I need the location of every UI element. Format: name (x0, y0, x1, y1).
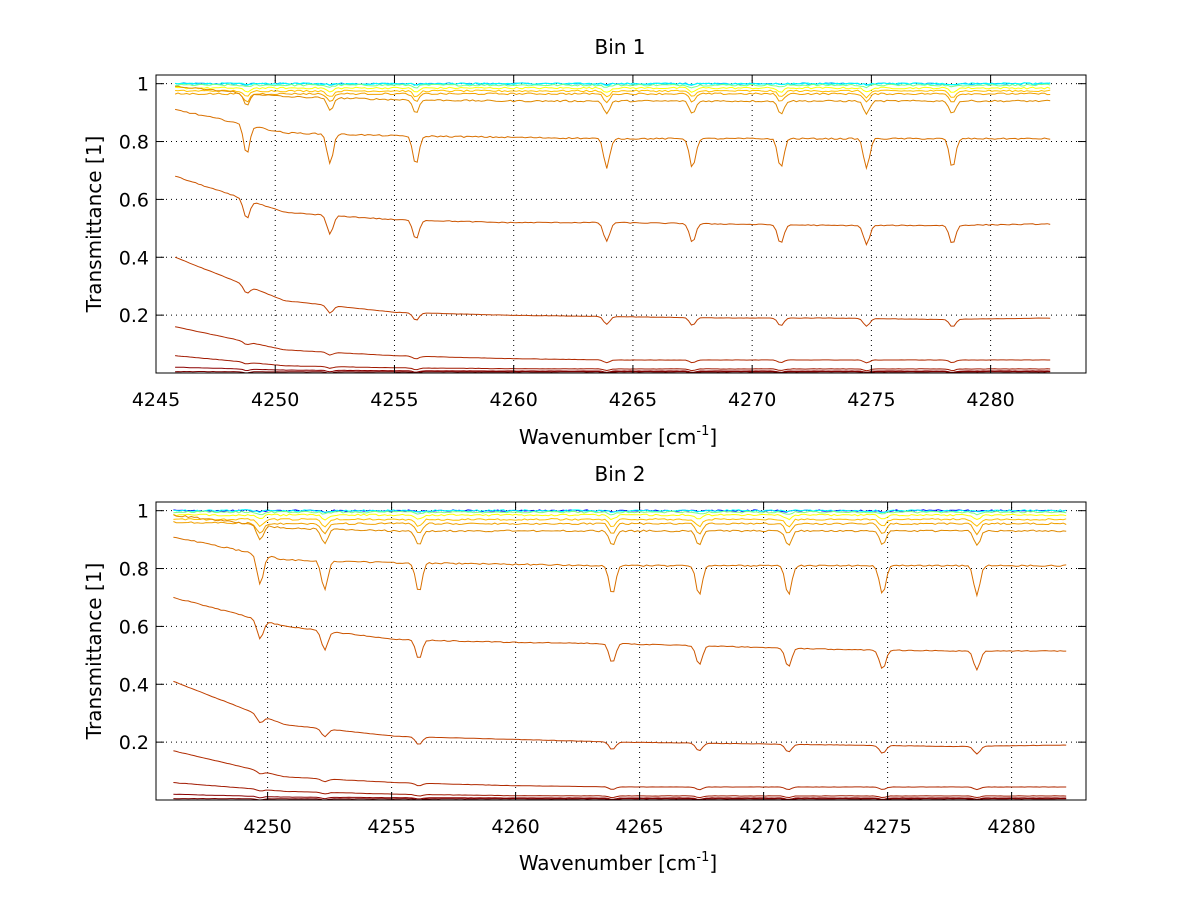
subplot-bin-1: Bin 1 4245 4250 4255 4260 4265 4270 4275 4280 0… (82, 35, 1087, 449)
x-tick-label: 4255 (367, 816, 415, 838)
y-tick-label: 0.2 (119, 732, 149, 754)
series-line (174, 92, 1051, 104)
series-line (173, 596, 1067, 672)
x-axis-label-close: ] (709, 425, 717, 449)
series-line (173, 680, 1067, 755)
x-axis-ticks: 4245 4250 4255 4260 4265 4270 4275 4280 (132, 75, 1015, 411)
x-tick-label: 4250 (251, 389, 299, 411)
x-tick-label: 4270 (728, 389, 776, 411)
x-axis-label-close: ] (709, 851, 717, 875)
x-axis-label-sup: -1 (696, 424, 709, 439)
series-line (173, 517, 1067, 528)
y-tick-label: 0.8 (119, 132, 149, 154)
y-tick-label: 0.4 (119, 674, 149, 696)
series-line (173, 509, 1067, 514)
series-line (173, 514, 1067, 547)
chart-title: Bin 2 (594, 462, 645, 486)
x-axis-ticks: 4250 4255 4260 4265 4270 4275 4280 (243, 502, 1036, 838)
y-axis-label: Transmittance [1] (82, 563, 106, 741)
series-line (175, 85, 1051, 116)
x-tick-label: 4265 (615, 816, 663, 838)
series-line (173, 536, 1067, 598)
x-tick-label: 4270 (739, 816, 787, 838)
series-line (173, 782, 1067, 799)
series-line (175, 83, 1051, 89)
y-tick-label: 0.2 (119, 305, 149, 327)
y-tick-label: 0.4 (119, 247, 149, 269)
x-axis-label-text: Wavenumber [cm (519, 851, 697, 875)
y-axis-label: Transmittance [1] (82, 136, 106, 314)
y-tick-label: 1 (137, 74, 149, 96)
x-tick-label: 4250 (243, 816, 291, 838)
x-tick-label: 4260 (490, 389, 538, 411)
x-tick-label: 4275 (863, 816, 911, 838)
series-line (175, 326, 1051, 364)
plot-area-frame (155, 74, 1087, 374)
subplot-bin-2: Bin 2 4250 4255 4260 4265 4270 4275 4280 0.20.… (82, 462, 1087, 875)
x-tick-label: 4260 (491, 816, 539, 838)
x-axis-label: Wavenumber [cm-1] (519, 424, 717, 449)
series-line (173, 521, 1067, 536)
chart-title: Bin 1 (594, 35, 645, 59)
series-group (174, 82, 1051, 374)
series-line (173, 793, 1067, 800)
series-line (175, 86, 1051, 93)
x-axis-label-text: Wavenumber [cm (519, 425, 697, 449)
series-line (175, 355, 1051, 372)
x-tick-label: 4265 (609, 389, 657, 411)
x-tick-label: 4280 (987, 816, 1035, 838)
series-line (173, 513, 1067, 521)
series-line (175, 370, 1051, 374)
series-line (173, 750, 1067, 791)
grid (155, 75, 1086, 373)
series-line (175, 366, 1051, 373)
x-axis-label: Wavenumber [cm-1] (519, 850, 717, 875)
x-tick-label: 4245 (132, 389, 180, 411)
y-axis-ticks: 0.2 0.4 0.6 0.8 1 (119, 501, 1086, 754)
y-axis-ticks: 0.2 0.4 0.6 0.8 1 (119, 74, 1086, 327)
series-line (174, 175, 1051, 246)
series-line (173, 510, 1067, 516)
plot-area-frame (155, 501, 1087, 801)
series-line (175, 82, 1051, 87)
y-tick-label: 1 (137, 501, 149, 523)
y-tick-label: 0.8 (119, 559, 149, 581)
y-tick-label: 0.6 (119, 616, 149, 638)
x-tick-label: 4280 (966, 389, 1014, 411)
series-line (174, 108, 1051, 171)
series-line (175, 89, 1051, 99)
series-line (174, 256, 1051, 327)
x-axis-label-sup: -1 (696, 850, 709, 865)
x-tick-label: 4275 (847, 389, 895, 411)
y-tick-label: 0.6 (119, 189, 149, 211)
series-group (173, 509, 1067, 801)
x-tick-label: 4255 (370, 389, 418, 411)
